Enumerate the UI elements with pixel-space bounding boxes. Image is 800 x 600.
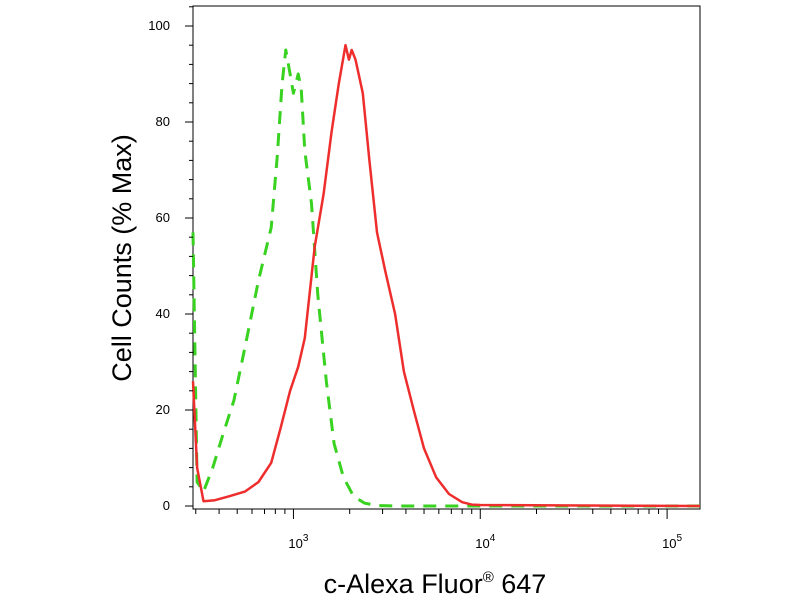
plot-area: [191, 5, 701, 510]
y-tick-label: 60: [156, 210, 170, 225]
green-dashed-series-line: [191, 48, 700, 508]
y-axis-title: Cell Counts (% Max): [107, 134, 137, 382]
x-tick-label: 103: [288, 533, 308, 551]
plot-frame: [192, 5, 701, 510]
x-tick-label: 105: [662, 533, 682, 551]
x-tick-label: 104: [475, 533, 495, 551]
x-axis-title-suffix: 647: [494, 569, 547, 599]
registered-mark: ®: [483, 569, 494, 586]
x-axis-title: c-Alexa Fluor® 647: [324, 569, 547, 599]
y-tick-label: 100: [148, 18, 170, 33]
y-axis: 0 20 40 60 80 100: [148, 6, 193, 513]
red-solid-series-line: [191, 43, 701, 508]
series-layer: [191, 43, 701, 508]
y-tick-label: 20: [156, 402, 170, 417]
y-tick-label: 40: [156, 306, 170, 321]
x-axis: 103 104 105: [195, 509, 683, 551]
y-tick-label: 80: [156, 114, 170, 129]
x-axis-title-text: c-Alexa Fluor: [324, 569, 483, 599]
y-tick-label: 0: [163, 498, 170, 513]
